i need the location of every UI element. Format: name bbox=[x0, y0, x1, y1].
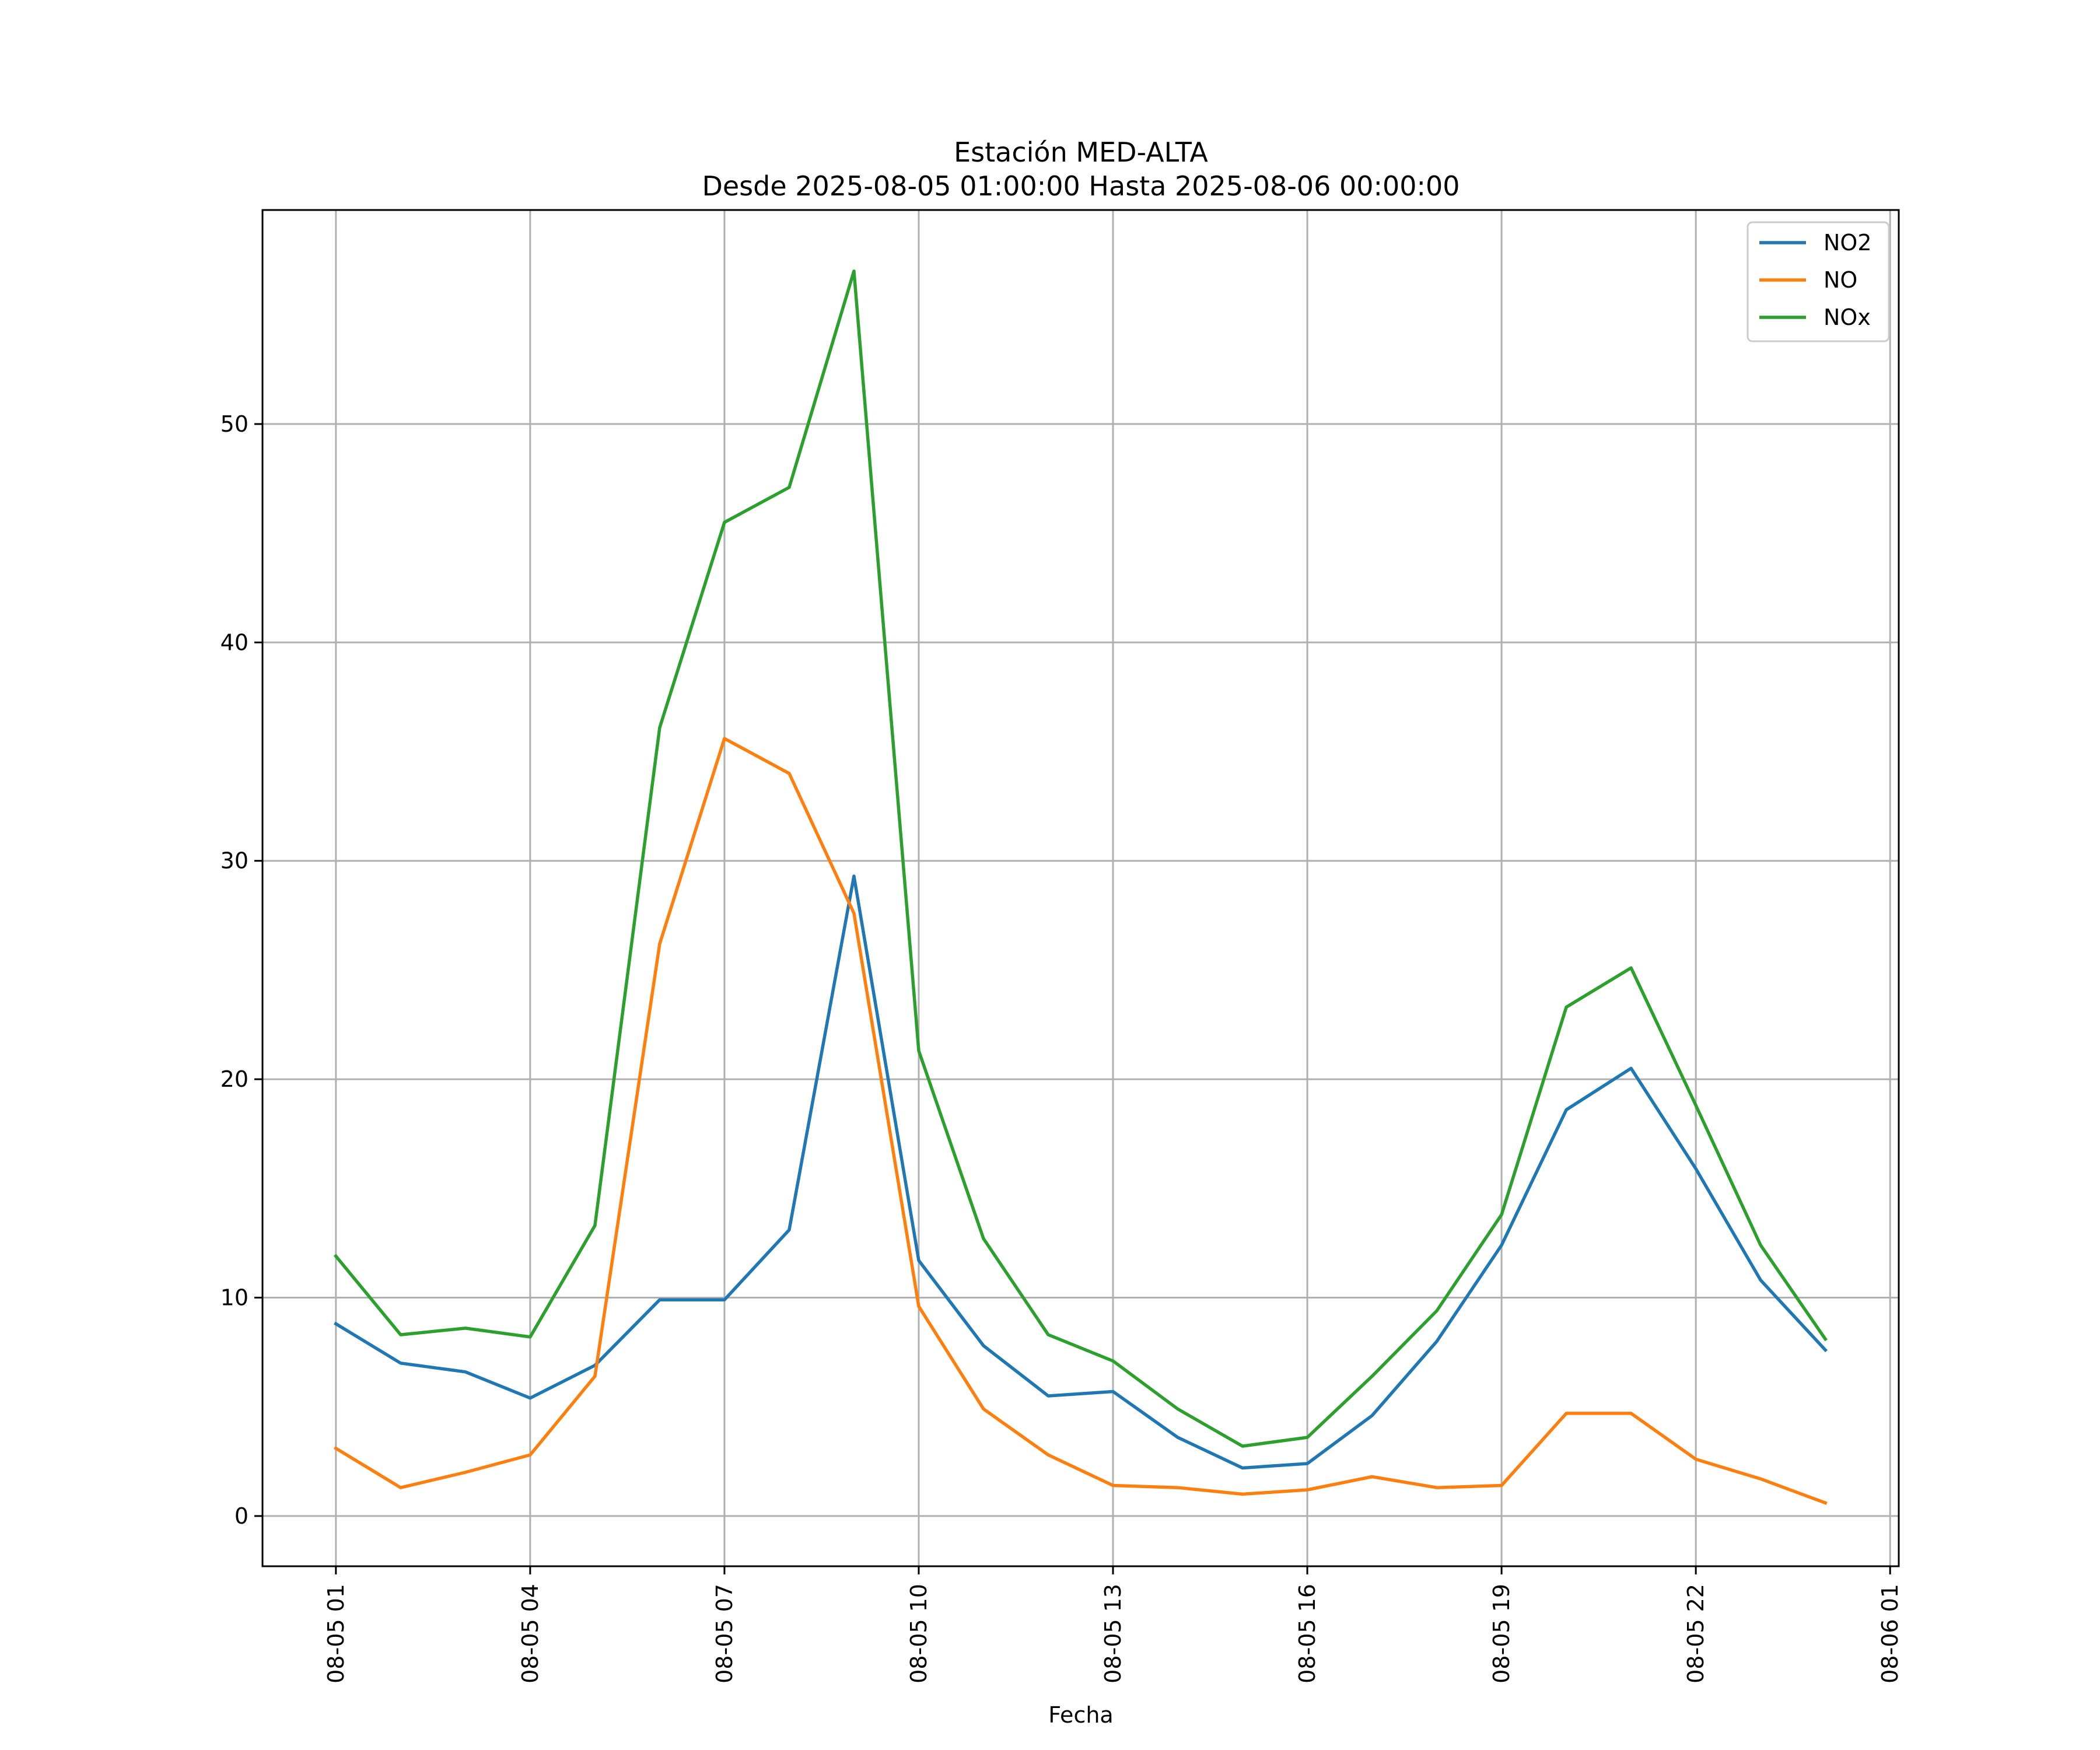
chart-subtitle: Desde 2025-08-05 01:00:00 Hasta 2025-08-… bbox=[702, 170, 1460, 202]
series-lines bbox=[333, 270, 1828, 1505]
x-tick-label: 08-06 01 bbox=[1877, 1584, 1903, 1684]
y-tick-label: 20 bbox=[220, 1066, 249, 1092]
series-line-nox bbox=[333, 270, 1828, 1448]
x-tick-label: 08-05 16 bbox=[1294, 1584, 1320, 1684]
y-tick-label: 50 bbox=[220, 411, 249, 437]
legend-box bbox=[1746, 221, 1890, 342]
x-tick-label: 08-05 19 bbox=[1489, 1584, 1514, 1684]
x-axis-label: Fecha bbox=[1048, 1702, 1113, 1728]
x-tick-label: 08-05 10 bbox=[906, 1584, 932, 1684]
grid bbox=[262, 210, 1899, 1566]
y-tick-label: 10 bbox=[220, 1284, 249, 1310]
x-tick-label: 08-05 04 bbox=[517, 1584, 543, 1684]
y-tick-label: 30 bbox=[220, 848, 249, 874]
series-line-no bbox=[334, 737, 1828, 1505]
x-tick-label: 08-05 01 bbox=[323, 1584, 349, 1684]
legend: NO2 NO NOx bbox=[1746, 221, 1890, 342]
legend-label-no2: NO2 bbox=[1824, 230, 1872, 256]
plot-frame bbox=[261, 209, 1900, 1567]
x-tick-label: 08-05 13 bbox=[1100, 1584, 1126, 1684]
x-tick-label: 08-05 22 bbox=[1683, 1584, 1709, 1684]
series-line-no2 bbox=[334, 874, 1828, 1470]
x-axis-ticks: 08-05 01 08-05 04 08-05 07 08-05 10 08-05 13… bbox=[323, 1566, 1903, 1684]
legend-label-nox: NOx bbox=[1824, 304, 1871, 330]
y-axis-ticks: 0 10 20 30 40 50 bbox=[220, 411, 262, 1529]
y-tick-label: 40 bbox=[220, 629, 249, 655]
x-tick-label: 08-05 07 bbox=[712, 1584, 737, 1684]
y-tick-label: 0 bbox=[235, 1503, 249, 1529]
legend-label-no: NO bbox=[1824, 267, 1857, 293]
chart-title: Estación MED-ALTA bbox=[954, 136, 1208, 168]
